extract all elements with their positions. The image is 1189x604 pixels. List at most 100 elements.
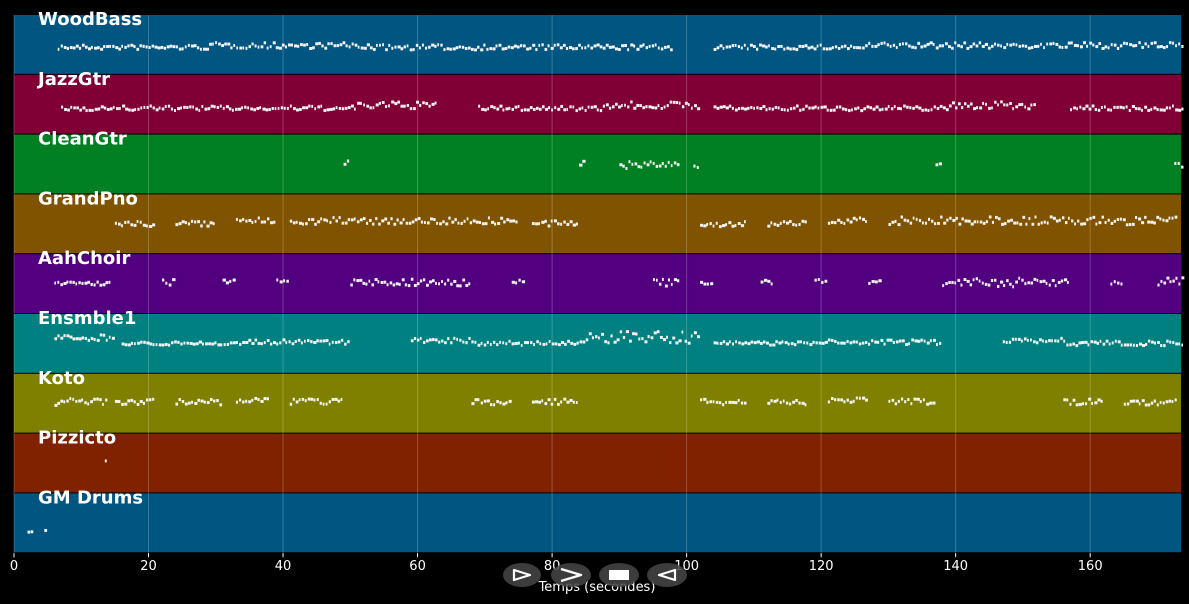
note	[891, 220, 895, 224]
note	[333, 44, 337, 48]
note-cluster	[767, 219, 807, 228]
note	[560, 222, 563, 226]
note	[834, 339, 837, 343]
note	[1101, 47, 1105, 51]
note	[779, 400, 782, 404]
note	[874, 280, 878, 284]
note	[782, 399, 785, 403]
note	[908, 342, 910, 346]
note	[468, 336, 471, 340]
note	[57, 280, 60, 284]
note	[854, 107, 857, 111]
note	[722, 105, 726, 109]
note	[987, 46, 991, 50]
note	[116, 107, 119, 111]
note	[796, 340, 800, 344]
play-button[interactable]	[503, 563, 541, 587]
note	[559, 46, 563, 50]
note	[940, 215, 943, 219]
note	[772, 343, 776, 347]
note	[874, 44, 878, 48]
note	[133, 400, 136, 404]
note	[428, 104, 431, 108]
note	[550, 219, 553, 223]
note	[146, 105, 149, 109]
track-lane	[14, 433, 1181, 493]
note	[118, 47, 122, 51]
note	[551, 108, 554, 112]
note	[400, 104, 404, 108]
note	[96, 280, 99, 284]
note	[368, 279, 371, 283]
note	[946, 218, 949, 222]
note	[502, 108, 505, 112]
note	[344, 106, 348, 110]
note	[697, 107, 701, 111]
note	[572, 400, 575, 404]
note	[439, 222, 442, 226]
note	[545, 107, 549, 111]
note	[353, 217, 356, 221]
note	[725, 400, 727, 404]
note	[335, 219, 338, 223]
note	[190, 219, 194, 223]
note	[505, 107, 509, 111]
note	[991, 44, 994, 48]
note-cluster	[652, 277, 680, 288]
note	[266, 397, 269, 401]
note	[684, 339, 688, 343]
note	[222, 278, 226, 282]
note	[651, 106, 655, 110]
note	[595, 335, 598, 339]
note	[837, 341, 840, 345]
note	[1110, 43, 1113, 47]
note	[378, 222, 381, 226]
note	[519, 44, 523, 48]
note	[1054, 339, 1057, 343]
note	[78, 281, 81, 285]
note	[590, 105, 594, 109]
note	[1082, 107, 1086, 111]
note-cluster	[935, 162, 942, 167]
note	[377, 280, 380, 284]
note	[149, 225, 153, 229]
note	[716, 106, 720, 110]
note	[508, 339, 511, 343]
note	[785, 401, 789, 405]
note	[290, 43, 293, 47]
note	[286, 279, 289, 283]
note	[513, 44, 517, 48]
note	[923, 339, 926, 343]
note	[383, 280, 387, 284]
note	[172, 45, 176, 49]
note	[681, 330, 684, 334]
note	[710, 282, 714, 286]
note	[516, 45, 520, 49]
note	[878, 279, 882, 283]
note	[895, 46, 898, 50]
note	[295, 220, 298, 224]
note	[826, 108, 829, 112]
track-label: Ensmble1	[38, 308, 136, 329]
note	[536, 340, 539, 344]
note	[491, 220, 495, 224]
note	[1107, 108, 1110, 112]
note	[817, 278, 820, 282]
rewind-button[interactable]	[647, 563, 687, 587]
note	[1088, 397, 1092, 401]
note	[226, 343, 229, 347]
note	[1080, 45, 1083, 49]
note	[375, 217, 378, 221]
note	[932, 42, 935, 46]
note	[1058, 218, 1061, 222]
note	[1107, 46, 1110, 50]
note	[884, 107, 888, 111]
note	[369, 106, 372, 110]
note	[700, 223, 703, 227]
note	[344, 342, 347, 346]
note	[793, 343, 797, 347]
fast-forward-button[interactable]	[551, 563, 591, 587]
note	[1099, 339, 1102, 343]
note	[1014, 337, 1017, 341]
stop-button[interactable]	[599, 563, 639, 587]
